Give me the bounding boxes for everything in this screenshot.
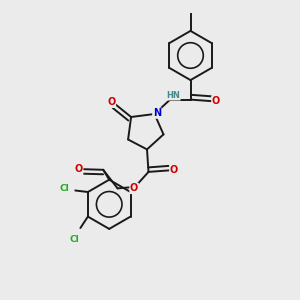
Text: Cl: Cl (70, 235, 79, 244)
Text: N: N (153, 108, 161, 118)
Text: Cl: Cl (60, 184, 70, 193)
Text: O: O (107, 97, 116, 107)
Text: O: O (170, 165, 178, 176)
Text: O: O (74, 164, 83, 174)
Text: HN: HN (166, 91, 180, 100)
Text: O: O (130, 183, 138, 194)
Text: O: O (212, 96, 220, 106)
